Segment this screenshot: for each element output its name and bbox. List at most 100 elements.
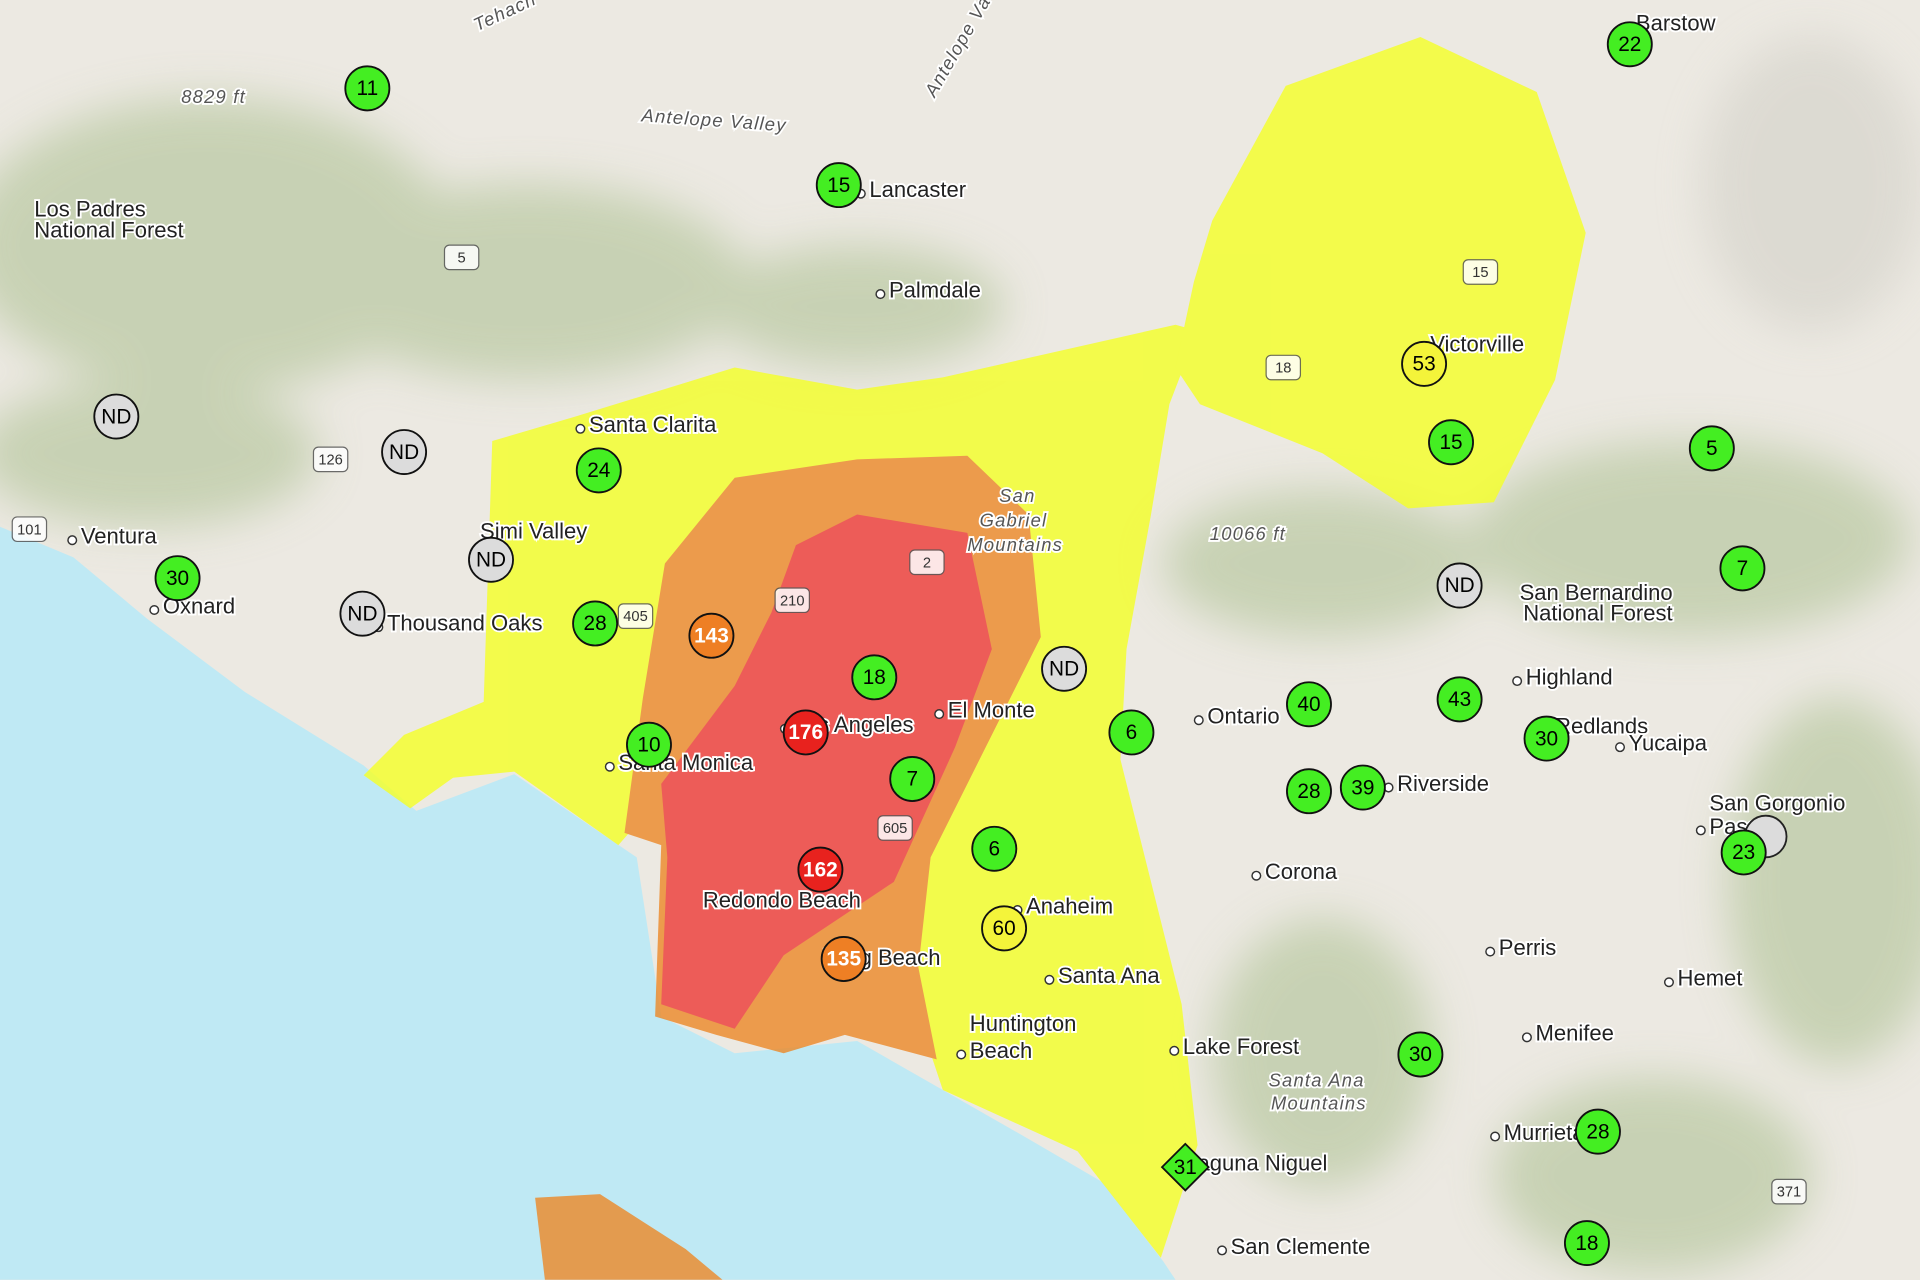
station-reading: 5	[1706, 437, 1718, 460]
station-reading: 23	[1732, 841, 1755, 864]
station-marker	[971, 825, 1018, 872]
station-marker	[1575, 1108, 1621, 1155]
station-marker	[1339, 764, 1386, 811]
station-marker	[626, 721, 672, 768]
zone-unhealthy-sensitive	[535, 1194, 723, 1280]
station-reading: 30	[1409, 1043, 1432, 1066]
station-marker	[344, 65, 391, 112]
place-dot	[1695, 825, 1706, 836]
station-reading: 135	[826, 948, 861, 971]
station-marker	[339, 590, 386, 637]
place-dot	[149, 604, 160, 616]
place-label: Los Padres	[34, 197, 145, 222]
terrain	[0, 36, 1920, 1274]
place-label: Perris	[1499, 935, 1557, 960]
shield	[877, 815, 913, 841]
station-marker	[851, 654, 898, 701]
place-dot	[956, 1049, 967, 1060]
place-label: Riverside	[1397, 771, 1489, 796]
place-label: 8829 ft	[181, 86, 246, 107]
station-reading: 18	[1575, 1232, 1598, 1255]
place-dot	[604, 761, 615, 772]
place-dot	[875, 289, 886, 300]
place-dot	[1614, 742, 1626, 753]
place-label: Thousand Oaks	[387, 611, 543, 636]
station-reading: ND	[1049, 657, 1079, 680]
station-marker	[1563, 1220, 1610, 1267]
station-marker	[820, 936, 867, 982]
station-reading: 176	[788, 721, 823, 744]
station-marker	[575, 447, 622, 494]
station-reading: 6	[988, 837, 1000, 860]
station-marker	[688, 612, 735, 659]
place-label: Lancaster	[869, 177, 966, 202]
place-label: Santa Ana	[1058, 963, 1160, 988]
place-label: Corona	[1265, 859, 1338, 884]
station-reading: 39	[1351, 776, 1374, 799]
station-marker	[1160, 1142, 1210, 1192]
zone-unhealthy	[661, 514, 992, 1029]
station-reading: 22	[1618, 33, 1641, 56]
place-dot	[934, 709, 945, 720]
place-label: El Monte	[948, 697, 1035, 722]
station-marker	[1401, 340, 1448, 387]
station-marker	[93, 393, 140, 440]
station-marker	[1688, 425, 1735, 472]
station-marker	[1041, 645, 1088, 692]
station-marker	[1436, 562, 1483, 609]
station-reading: ND	[1445, 574, 1475, 597]
station-reading: 24	[587, 459, 610, 482]
place-label: Lake Forest	[1183, 1034, 1299, 1059]
ocean	[0, 526, 1176, 1280]
place-label: San Bernardino	[1520, 580, 1673, 605]
place-dot	[1193, 715, 1204, 726]
place-label: Mountains	[967, 534, 1063, 555]
place-label: San	[999, 485, 1035, 506]
station-reading: ND	[476, 549, 506, 572]
place-label: Ventura	[81, 524, 158, 549]
station-reading: 40	[1297, 693, 1320, 716]
shield	[909, 549, 945, 576]
station-reading: 15	[827, 174, 850, 197]
place-dot	[1217, 1245, 1228, 1256]
station-marker	[1286, 681, 1332, 728]
shield-label: 210	[780, 593, 805, 609]
place-label: Santa Ana	[1269, 1069, 1365, 1090]
station-marker	[1108, 709, 1155, 756]
place-dot	[1663, 977, 1674, 988]
station-reading: 30	[1535, 727, 1558, 750]
station-reading: 60	[993, 917, 1016, 940]
place-label: Yucaipa	[1629, 731, 1708, 756]
station-marker	[1436, 676, 1483, 723]
station-reading: 11	[357, 77, 379, 100]
shield	[1771, 1178, 1807, 1205]
place-dot	[1490, 1131, 1501, 1142]
place-label: Palmdale	[889, 277, 981, 302]
shield-label: 15	[1472, 265, 1488, 281]
place-label: San Clemente	[1231, 1234, 1371, 1259]
place-label: Santa Clarita	[589, 412, 717, 437]
place-label: Ontario	[1207, 704, 1279, 729]
shield	[1462, 259, 1499, 285]
station-reading: 18	[863, 666, 886, 689]
place-label: National Forest	[1523, 601, 1672, 626]
station-marker	[1719, 545, 1766, 592]
station-marker	[981, 905, 1028, 952]
station-reading: 31	[1174, 1156, 1197, 1179]
place-label: 10066 ft	[1210, 523, 1286, 544]
shield-label: 2	[923, 555, 931, 571]
place-label: Redlands	[1555, 713, 1648, 738]
station-marker	[1397, 1031, 1444, 1078]
place-dot	[1044, 974, 1055, 985]
shield	[11, 516, 48, 543]
place-label: Menifee	[1536, 1021, 1614, 1046]
station-reading: 30	[166, 567, 189, 590]
station-reading: 10	[637, 733, 660, 756]
place-dot	[575, 423, 586, 434]
place-dot	[1485, 946, 1496, 957]
shield-label: 5	[458, 250, 466, 266]
stations: 11 15 22 53 15 5 ND ND 24 ND 30 ND 28 143 18 ND 6 40 43 30 7…	[93, 21, 1788, 1267]
